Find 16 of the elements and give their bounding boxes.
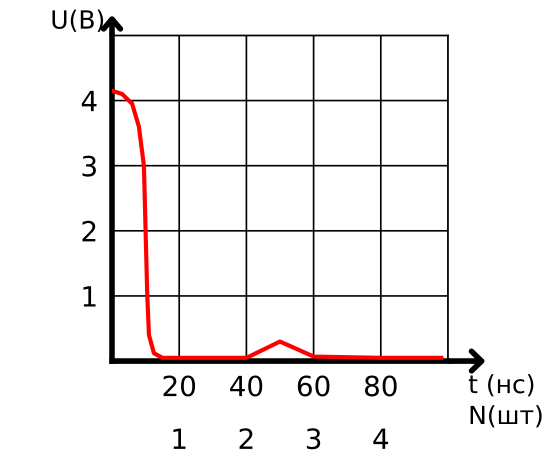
x2-axis-title: N(шт)	[470, 405, 542, 428]
y-tick-label: 2	[82, 220, 96, 242]
y-tick-label: 1	[83, 286, 96, 306]
x2-tick-label: 4	[373, 428, 388, 449]
x2-tick-label: 1	[173, 428, 186, 449]
x-axis-title: t (нс)	[468, 374, 534, 396]
x-tick-label: 40	[230, 375, 262, 396]
x-tick-label: 80	[365, 375, 397, 396]
y-tick-label: 3	[82, 156, 96, 177]
x2-tick-label: 2	[240, 428, 252, 449]
y-tick-label: 4	[82, 90, 97, 112]
x-tick-label: 60	[298, 375, 330, 396]
line-series	[112, 88, 444, 360]
x2-tick-label: 3	[306, 428, 320, 450]
x-tick-label: 20	[164, 375, 196, 396]
y-axis-title: U(В)	[52, 10, 104, 32]
